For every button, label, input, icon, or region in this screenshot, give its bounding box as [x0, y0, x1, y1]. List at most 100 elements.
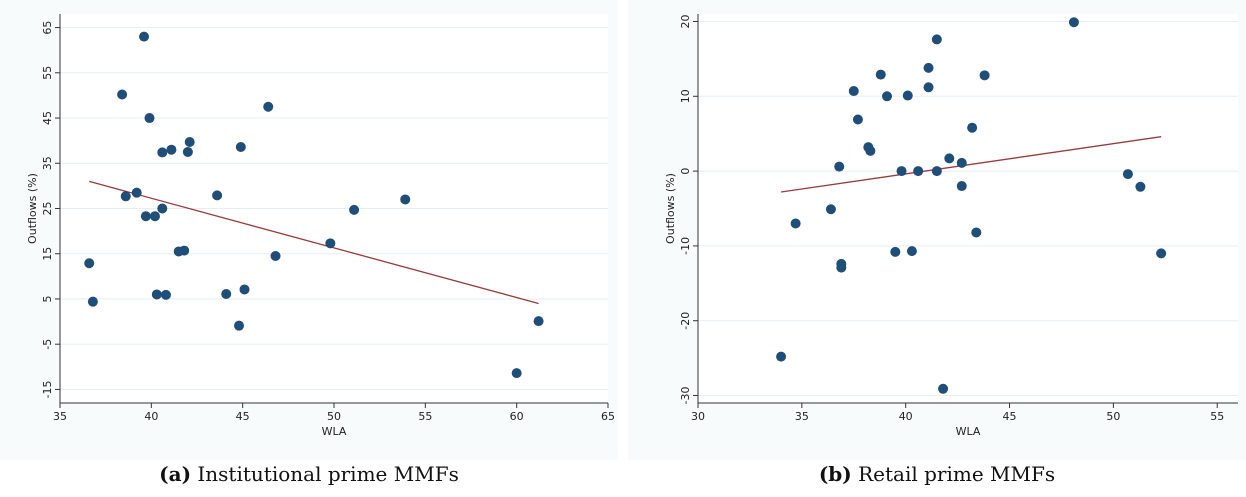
data-point: [511, 368, 522, 379]
data-point: [239, 284, 250, 295]
data-point: [1156, 248, 1167, 259]
data-point: [160, 289, 171, 300]
y-axis-title: Outflows (%): [664, 173, 677, 244]
x-tick-label: 55: [418, 410, 432, 423]
data-point: [848, 86, 859, 97]
y-tick-label: 10: [679, 89, 692, 103]
fitted-line: [89, 180, 539, 305]
y-tick-label: 5: [41, 295, 54, 302]
data-point: [263, 101, 274, 112]
x-tick-label: 55: [1210, 410, 1224, 423]
x-axis-title: WLA: [322, 425, 347, 438]
x-tick-label: 30: [691, 410, 705, 423]
data-point: [896, 166, 907, 177]
data-point: [270, 250, 281, 261]
data-point: [890, 246, 901, 257]
data-point: [173, 246, 184, 257]
panel-a: -15 -5 5 15 25 35 45 55 65 35 40 45 50 55 60 65 WLA Outfl…: [0, 0, 618, 497]
data-point: [139, 31, 150, 42]
data-point: [882, 91, 892, 102]
data-point: [166, 144, 177, 155]
y-tick-label: 15: [41, 247, 54, 261]
y-tick-label: -20: [679, 312, 692, 330]
data-point: [913, 166, 924, 177]
data-point: [157, 147, 168, 158]
x-tick-label: 45: [236, 410, 250, 423]
data-point: [938, 383, 949, 394]
data-point: [400, 194, 411, 205]
y-tick-label: -10: [679, 237, 692, 255]
data-point: [956, 157, 967, 168]
y-tick-label: 0: [679, 168, 692, 175]
data-point: [184, 137, 195, 148]
chart-retail-prime-mmfs: -30 -20 -10 0 10 20 30 35 40 45 50 55 WLA Outflows (%…: [628, 0, 1246, 460]
x-tick-label: 50: [327, 410, 341, 423]
data-point: [87, 296, 98, 307]
chart-institutional-prime-mmfs: -15 -5 5 15 25 35 45 55 65 35 40 45 50 55 60 65 WLA Outfl…: [0, 0, 618, 460]
panel-b: -30 -20 -10 0 10 20 30 35 40 45 50 55 WLA Outflows (%…: [628, 0, 1246, 497]
data-point: [349, 204, 360, 215]
y-tick-label: 55: [41, 66, 54, 80]
x-tick-label: 35: [53, 410, 67, 423]
data-point: [131, 187, 142, 198]
data-point: [120, 191, 131, 202]
data-point: [325, 238, 336, 249]
x-tick-label: 60: [510, 410, 524, 423]
data-point: [931, 34, 942, 45]
data-point: [157, 203, 168, 214]
x-tick-label: 35: [795, 410, 809, 423]
data-point: [776, 351, 787, 362]
caption-b: (b) Retail prime MMFs: [628, 462, 1246, 486]
data-point: [944, 153, 955, 164]
data-point: [84, 258, 95, 269]
y-tick-label: 65: [41, 21, 54, 35]
y-tick-label: 20: [679, 14, 692, 28]
data-point: [149, 211, 160, 222]
data-point: [182, 146, 193, 157]
caption-a: (a) Institutional prime MMFs: [0, 462, 618, 486]
fitted-line: [780, 136, 1162, 193]
data-point: [956, 181, 967, 192]
caption-b-text: Retail prime MMFs: [858, 462, 1056, 486]
y-tick-label: -15: [41, 380, 54, 398]
data-point: [902, 90, 913, 101]
x-tick-label: 65: [601, 410, 615, 423]
x-tick-label: 40: [899, 410, 913, 423]
data-point: [825, 204, 836, 215]
data-point: [212, 190, 223, 201]
plot-area: [698, 14, 1238, 403]
data-point: [140, 211, 151, 222]
data-point: [906, 246, 917, 257]
caption-a-text: Institutional prime MMFs: [197, 462, 459, 486]
data-point: [221, 288, 232, 299]
data-point: [923, 62, 934, 73]
data-point: [117, 89, 128, 100]
y-tick-label: 45: [41, 111, 54, 125]
caption-a-prefix: (a): [159, 462, 192, 486]
data-point: [931, 166, 942, 177]
data-point: [533, 316, 544, 327]
data-point: [790, 218, 801, 229]
x-axis-title: WLA: [956, 425, 981, 438]
y-axis-title: Outflows (%): [26, 173, 39, 244]
data-point: [234, 320, 245, 331]
data-point: [875, 69, 886, 80]
data-point: [865, 145, 876, 156]
data-point: [852, 114, 863, 125]
data-point: [1122, 169, 1133, 180]
data-point: [971, 227, 982, 238]
data-point: [1068, 17, 1079, 28]
data-point: [923, 82, 934, 93]
data-point: [144, 113, 155, 124]
y-tick-label: 25: [41, 202, 54, 216]
y-tick-label: 35: [41, 156, 54, 170]
caption-b-prefix: (b): [818, 462, 852, 486]
y-tick-label: -5: [41, 339, 54, 350]
data-point: [235, 141, 246, 152]
data-point: [836, 262, 847, 273]
data-point: [979, 70, 990, 81]
data-point: [151, 289, 162, 300]
data-point: [967, 122, 978, 133]
x-tick-label: 50: [1106, 410, 1120, 423]
x-tick-label: 45: [1003, 410, 1017, 423]
